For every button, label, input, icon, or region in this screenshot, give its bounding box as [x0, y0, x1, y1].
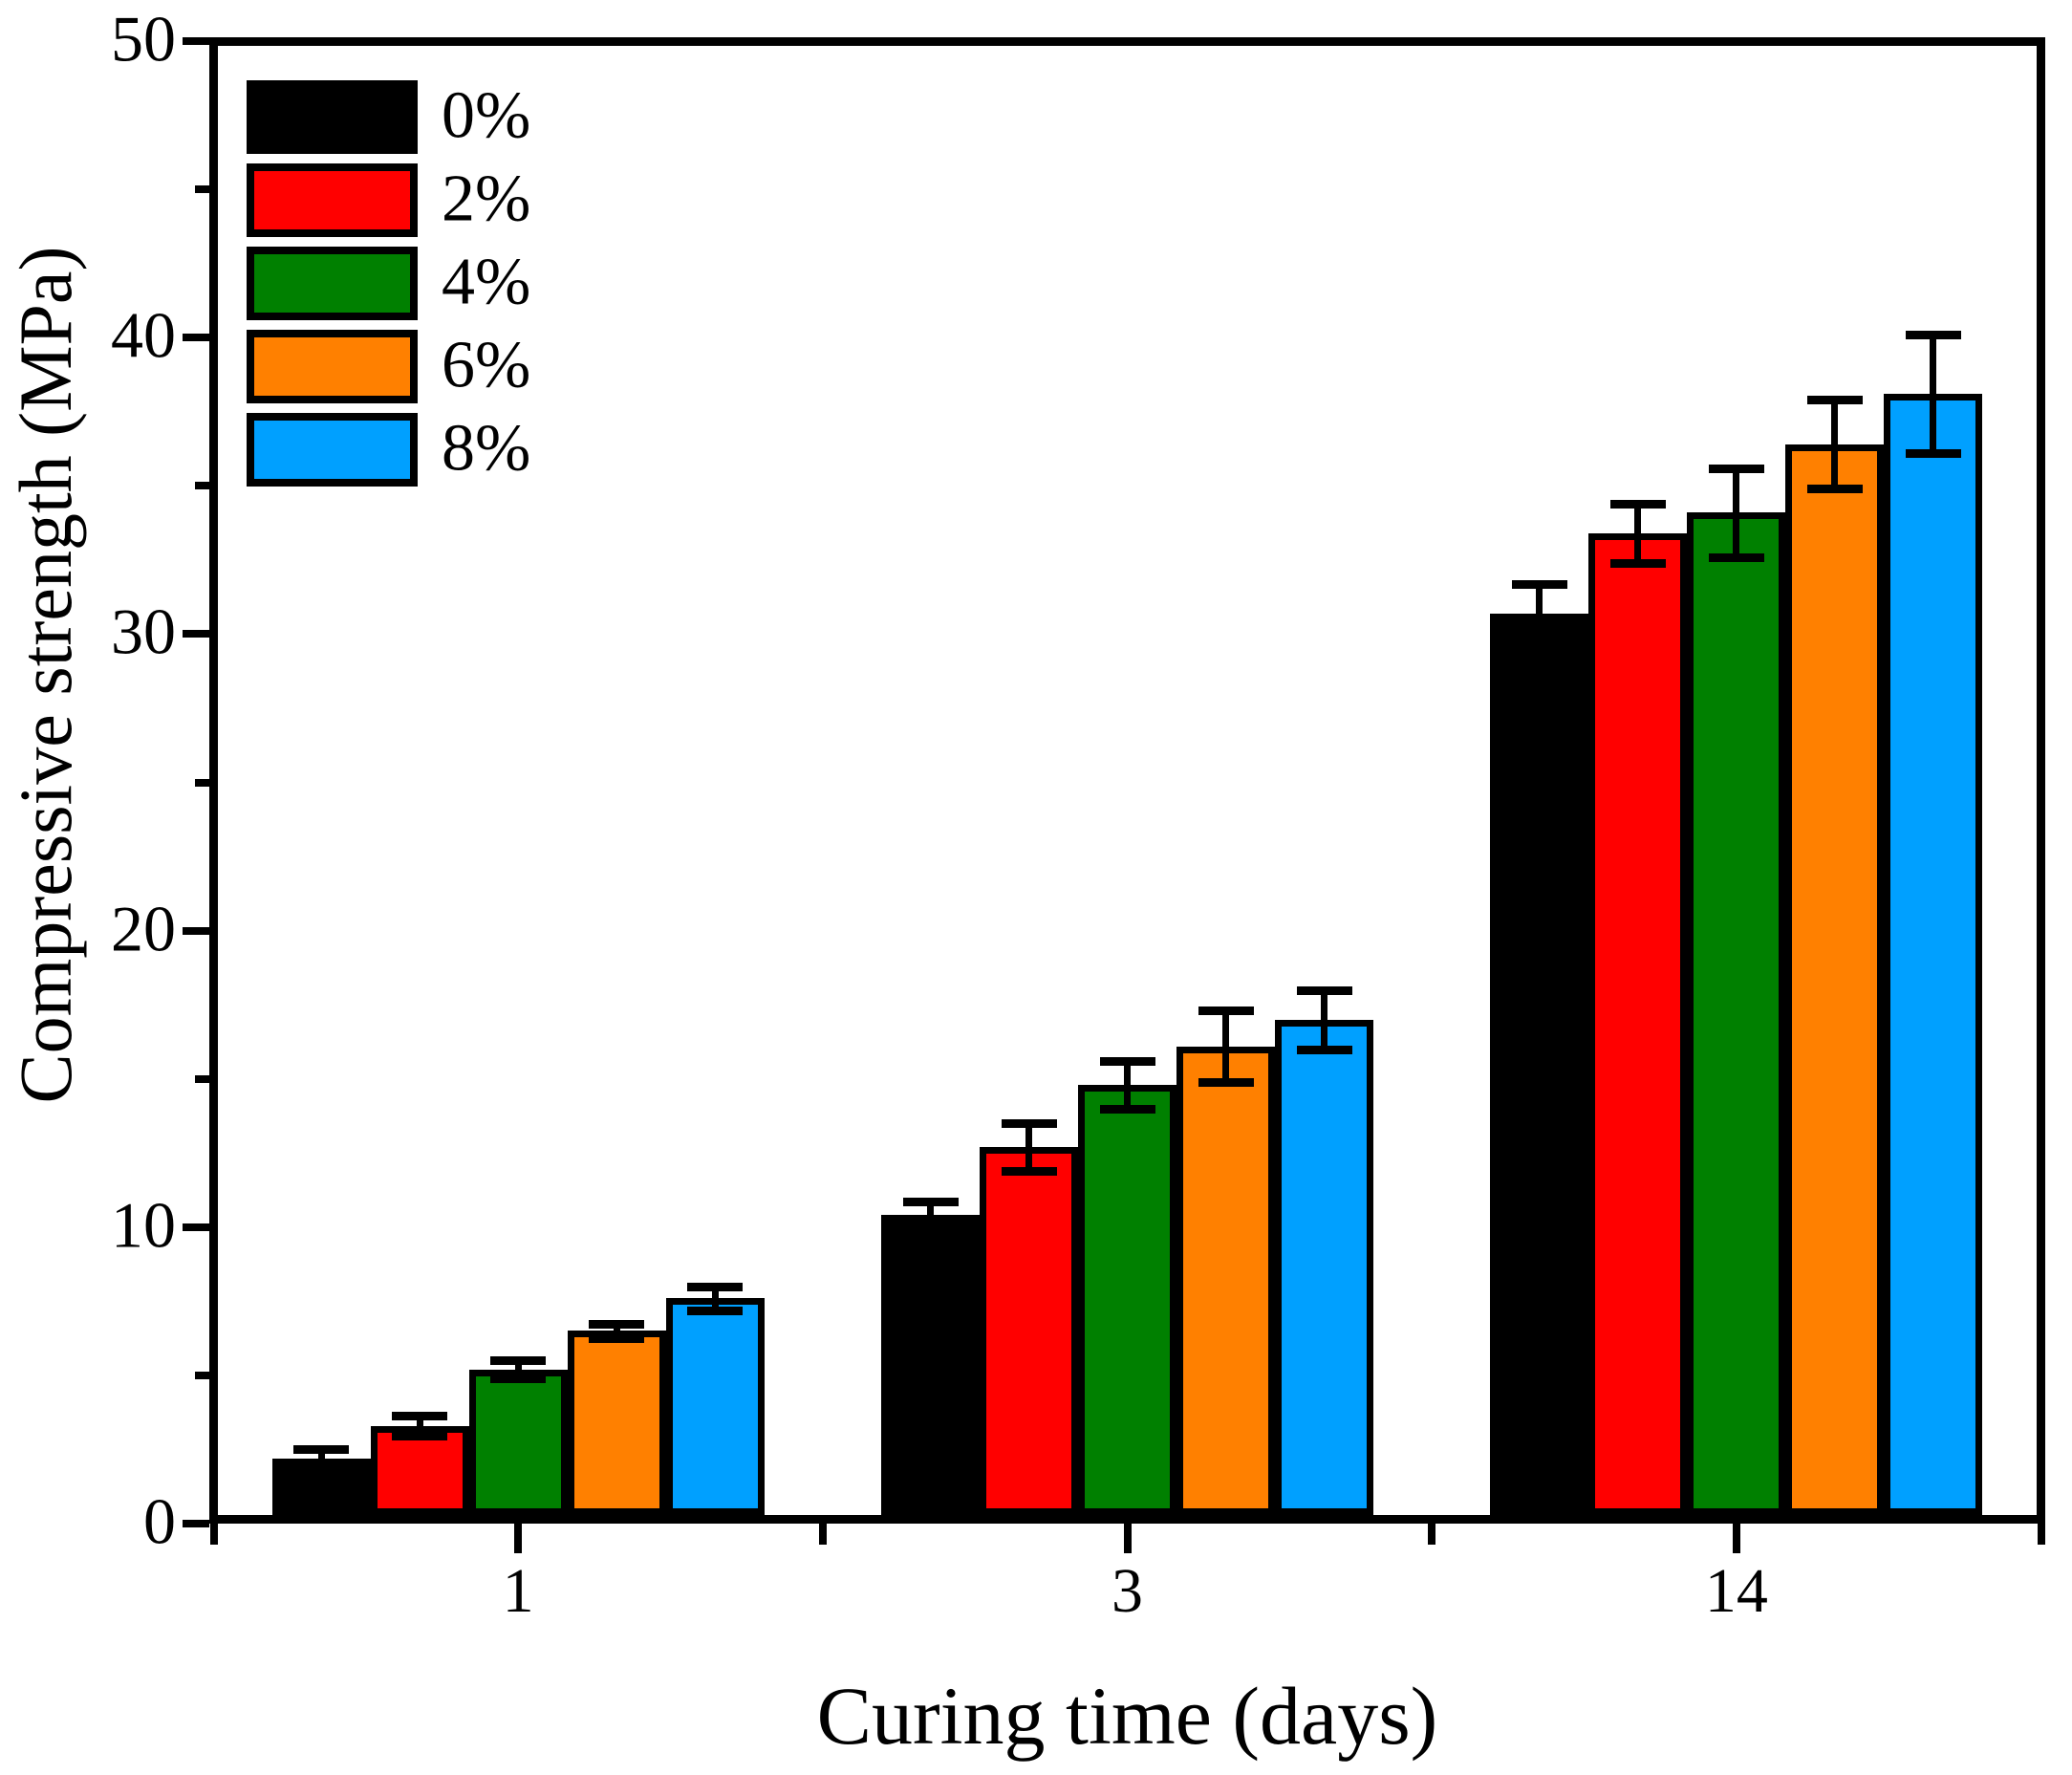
error-bar-cap-bottom-4%-day-3 [1099, 1104, 1155, 1114]
bar-0%-day-1 [271, 1458, 371, 1515]
error-bar-whisker-4%-day-3 [1124, 1061, 1131, 1109]
legend-swatch-6% [247, 330, 418, 403]
error-bar-cap-top-6%-day-14 [1806, 396, 1863, 405]
error-bar-cap-top-4%-day-3 [1099, 1057, 1155, 1067]
x-axis-tick-label: 3 [1112, 1556, 1143, 1626]
y-axis-major-tick [183, 37, 209, 45]
y-axis-tick-label: 40 [111, 298, 176, 372]
error-bar-cap-bottom-2%-day-3 [1001, 1166, 1057, 1176]
error-bar-cap-top-8%-day-1 [687, 1282, 744, 1291]
error-bar-cap-bottom-2%-day-14 [1609, 558, 1666, 568]
error-bar-whisker-2%-day-1 [416, 1415, 423, 1437]
bar-2%-day-14 [1588, 532, 1688, 1515]
x-axis-major-tick [1732, 1524, 1740, 1553]
x-axis-tick-label: 14 [1704, 1556, 1768, 1626]
x-axis-minor-tick [2037, 1524, 2045, 1545]
error-bar-whisker-8%-day-3 [1321, 989, 1327, 1050]
error-bar-cap-bottom-2%-day-1 [392, 1432, 448, 1441]
error-bar-cap-bottom-4%-day-1 [490, 1375, 547, 1383]
legend-label-4%: 4% [442, 245, 531, 319]
y-axis-title: Compressive strength (MPa) [4, 246, 87, 1104]
bar-4%-day-3 [1078, 1084, 1176, 1515]
legend-swatch-2% [247, 163, 418, 237]
x-axis-minor-tick [209, 1524, 218, 1545]
x-axis-major-tick [1123, 1524, 1132, 1553]
y-axis-tick-label: 30 [111, 595, 176, 668]
y-axis-major-tick [183, 630, 209, 639]
x-axis-minor-tick [1428, 1524, 1436, 1545]
error-bar-whisker-4%-day-1 [514, 1360, 522, 1378]
bar-8%-day-1 [665, 1298, 765, 1515]
bar-0%-day-14 [1490, 613, 1589, 1515]
bar-4%-day-14 [1687, 512, 1786, 1515]
error-bar-whisker-0%-day-3 [927, 1201, 934, 1229]
error-bar-cap-bottom-6%-day-14 [1806, 485, 1863, 494]
bar-8%-day-3 [1275, 1019, 1373, 1515]
error-bar-cap-top-6%-day-3 [1198, 1007, 1254, 1016]
error-bar-whisker-2%-day-14 [1634, 503, 1642, 563]
error-bar-cap-top-8%-day-3 [1296, 985, 1352, 995]
error-bar-cap-top-0%-day-14 [1511, 579, 1567, 589]
bar-0%-day-3 [881, 1215, 980, 1515]
error-bar-whisker-6%-day-3 [1222, 1010, 1229, 1082]
error-bar-cap-top-4%-day-1 [490, 1356, 547, 1366]
bar-2%-day-3 [980, 1147, 1078, 1515]
legend-label-0%: 0% [442, 78, 531, 153]
y-axis-tick-label: 0 [143, 1484, 176, 1558]
error-bar-whisker-8%-day-1 [711, 1286, 719, 1310]
error-bar-cap-top-0%-day-3 [902, 1198, 959, 1207]
legend-swatch-8% [247, 413, 418, 487]
error-bar-whisker-2%-day-3 [1025, 1123, 1032, 1171]
bar-6%-day-1 [567, 1331, 666, 1515]
y-axis-minor-tick [195, 1074, 209, 1083]
x-axis-tick-label: 1 [502, 1556, 534, 1626]
error-bar-cap-top-2%-day-14 [1609, 499, 1666, 509]
error-bar-cap-top-8%-day-14 [1905, 331, 1961, 340]
legend-label-2%: 2% [442, 162, 531, 236]
error-bar-cap-bottom-4%-day-14 [1708, 552, 1764, 562]
error-bar-cap-bottom-0%-day-1 [293, 1463, 350, 1473]
error-bar-cap-bottom-8%-day-3 [1296, 1045, 1352, 1054]
y-axis-minor-tick [195, 1371, 209, 1379]
error-bar-cap-bottom-0%-day-14 [1511, 639, 1567, 648]
error-bar-cap-bottom-6%-day-3 [1198, 1077, 1254, 1087]
y-axis-major-tick [183, 334, 209, 342]
error-bar-cap-top-6%-day-1 [589, 1319, 645, 1329]
error-bar-cap-top-2%-day-1 [392, 1411, 448, 1420]
error-bar-cap-top-2%-day-3 [1001, 1119, 1057, 1129]
legend-label-6%: 6% [442, 328, 531, 402]
legend-label-8%: 8% [442, 411, 531, 486]
error-bar-whisker-6%-day-1 [613, 1323, 620, 1339]
y-axis-major-tick [183, 1223, 209, 1231]
error-bar-cap-top-0%-day-1 [293, 1445, 350, 1455]
x-axis-major-tick [514, 1524, 523, 1553]
error-bar-whisker-8%-day-14 [1930, 335, 1937, 454]
error-bar-whisker-0%-day-14 [1536, 583, 1543, 643]
bar-4%-day-1 [468, 1369, 568, 1515]
y-axis-minor-tick [195, 185, 209, 194]
y-axis-minor-tick [195, 778, 209, 787]
y-axis-minor-tick [195, 482, 209, 490]
error-bar-cap-top-4%-day-14 [1708, 464, 1764, 473]
y-axis-tick-label: 20 [111, 891, 176, 964]
y-axis-major-tick [183, 926, 209, 935]
legend-swatch-4% [247, 247, 418, 320]
error-bar-cap-bottom-0%-day-3 [902, 1224, 959, 1234]
x-axis-minor-tick [818, 1524, 827, 1545]
bar-6%-day-14 [1785, 444, 1885, 1515]
error-bar-cap-bottom-8%-day-1 [687, 1306, 744, 1315]
error-bar-whisker-6%-day-14 [1831, 400, 1839, 489]
legend-swatch-0% [247, 80, 418, 154]
error-bar-cap-bottom-8%-day-14 [1905, 449, 1961, 459]
y-axis-major-tick [183, 1520, 209, 1527]
error-bar-whisker-4%-day-14 [1733, 467, 1740, 557]
y-axis-tick-label: 10 [111, 1188, 176, 1262]
x-axis-title: Curing time (days) [816, 1670, 1438, 1762]
error-bar-whisker-0%-day-1 [317, 1449, 325, 1468]
bar-6%-day-3 [1176, 1046, 1275, 1515]
error-bar-cap-bottom-6%-day-1 [589, 1334, 645, 1344]
bar-8%-day-14 [1884, 394, 1983, 1515]
y-axis-tick-label: 50 [111, 2, 176, 76]
